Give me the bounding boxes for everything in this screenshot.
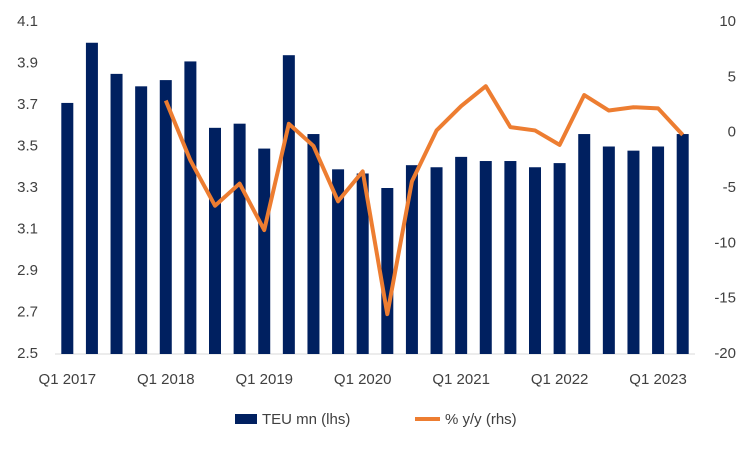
y2-tick-label: 0 [728, 124, 736, 141]
y-tick-label: 4.1 [17, 13, 38, 30]
bar [455, 156, 468, 354]
bar [332, 169, 345, 354]
x-tick-label: Q1 2017 [39, 371, 97, 388]
legend-swatch [235, 414, 257, 424]
bar [110, 73, 123, 354]
bar [184, 61, 197, 355]
bar [430, 167, 443, 354]
legend-label: % y/y (rhs) [445, 411, 517, 428]
legend-label: TEU mn (lhs) [262, 411, 350, 428]
bar [356, 173, 369, 354]
x-tick-label: Q1 2022 [531, 371, 589, 388]
x-tick-label: Q1 2019 [235, 371, 293, 388]
bar [479, 161, 492, 354]
bar [652, 146, 665, 354]
bar [258, 148, 271, 354]
y2-tick-label: -20 [714, 345, 736, 362]
y2-tick-label: -10 [714, 234, 736, 251]
bar [405, 165, 418, 354]
y-tick-label: 3.3 [17, 179, 38, 196]
y2-tick-label: 10 [719, 13, 736, 30]
x-tick-label: Q1 2018 [137, 371, 195, 388]
bar [282, 55, 295, 354]
bar [529, 167, 541, 354]
x-tick-label: Q1 2021 [432, 371, 490, 388]
bar [85, 42, 98, 354]
y-tick-label: 3.5 [17, 137, 38, 154]
bar [61, 102, 74, 354]
bar [135, 86, 148, 354]
y-tick-label: 3.7 [17, 96, 38, 113]
line [163, 84, 685, 317]
bar [159, 80, 172, 354]
x-tick-label: Q1 2020 [334, 371, 392, 388]
bar [578, 134, 591, 354]
y2-tick-label: 5 [728, 68, 736, 85]
y-tick-label: 2.9 [17, 262, 38, 279]
y2-tick-label: -15 [714, 290, 736, 307]
bar [233, 123, 246, 354]
x-tick-label: Q1 2023 [629, 371, 687, 388]
y2-tick-label: -5 [723, 179, 736, 196]
y-tick-label: 3.1 [17, 220, 38, 237]
bar [602, 146, 615, 354]
y-tick-label: 2.5 [17, 345, 38, 362]
bar [627, 150, 640, 354]
bar [504, 161, 517, 354]
bar [307, 134, 320, 354]
bar [553, 163, 566, 354]
y-tick-label: 3.9 [17, 54, 38, 71]
bar [381, 188, 394, 354]
bar [676, 134, 689, 354]
y-tick-label: 2.7 [17, 303, 38, 320]
bar [209, 127, 221, 354]
